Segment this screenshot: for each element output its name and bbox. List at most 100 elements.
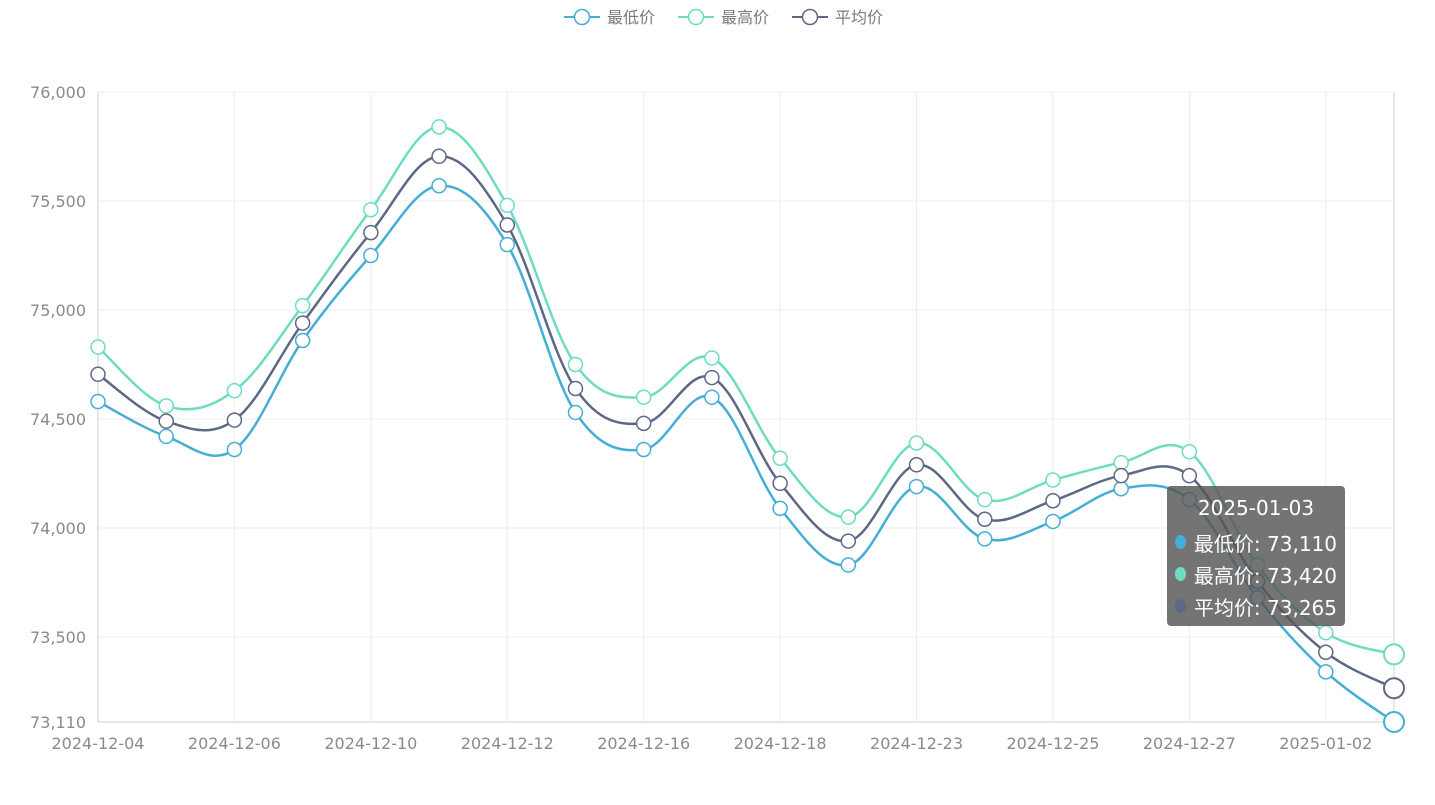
data-point[interactable]: [294, 332, 311, 349]
data-point[interactable]: [772, 475, 788, 492]
x-tick-label: 2024-12-12: [461, 734, 554, 753]
data-point[interactable]: [226, 441, 243, 458]
data-point[interactable]: [908, 435, 925, 451]
data-point[interactable]: [567, 356, 584, 373]
data-point[interactable]: [704, 350, 720, 366]
tooltip-dot-low: [1175, 535, 1186, 549]
data-point[interactable]: [635, 389, 652, 405]
axes: 76,000 75,500 75,000 74,500 74,000 73,500 73,1…: [30, 83, 1395, 753]
x-tick-label: 2024-12-25: [1006, 734, 1099, 753]
x-tick-label: 2024-12-23: [870, 734, 963, 753]
x-tick-label: 2024-12-18: [734, 734, 827, 753]
tooltip-title: 2025-01-03: [1197, 496, 1315, 520]
data-point[interactable]: [704, 389, 720, 405]
data-point[interactable]: [1181, 467, 1198, 484]
data-point[interactable]: [1113, 480, 1129, 497]
data-point[interactable]: [1181, 443, 1198, 460]
data-point[interactable]: [567, 404, 584, 421]
series-line-2: [97, 155, 1395, 690]
series-group: [90, 119, 1405, 733]
legend[interactable]: 最低价 最高价 平均价: [564, 8, 883, 27]
tooltip-row-low: 最低价: 73,110: [1175, 526, 1337, 558]
y-tick-label: 73,110: [30, 713, 86, 732]
data-point[interactable]: [772, 500, 788, 517]
data-point[interactable]: [704, 369, 720, 386]
x-tick-label: 2024-12-04: [52, 734, 145, 753]
data-point[interactable]: [1318, 624, 1334, 641]
data-point[interactable]: [363, 201, 379, 218]
legend-label: 最高价: [721, 8, 769, 27]
y-tick-label: 73,500: [30, 628, 86, 647]
y-tick-label: 74,000: [30, 519, 86, 538]
data-point[interactable]: [1113, 467, 1129, 484]
legend-label: 最低价: [607, 8, 655, 27]
data-point[interactable]: [1045, 492, 1061, 509]
series-line-0: [97, 184, 1395, 724]
data-point[interactable]: [90, 393, 106, 410]
tooltip-text-avg: 平均价: 73,265: [1193, 595, 1337, 620]
tooltip: 2025-01-03 最低价: 73,110 最高价: 73,420 平均价: …: [1167, 486, 1345, 626]
data-point[interactable]: [840, 557, 857, 573]
data-point[interactable]: [1045, 472, 1061, 488]
tooltip-text-low: 最低价: 73,110: [1193, 531, 1337, 556]
data-point[interactable]: [431, 177, 447, 194]
series-line-1: [97, 125, 1395, 656]
data-point[interactable]: [908, 478, 925, 495]
data-point[interactable]: [840, 533, 857, 549]
data-point[interactable]: [226, 412, 243, 428]
data-point[interactable]: [158, 428, 174, 445]
data-point[interactable]: [363, 247, 379, 264]
data-point[interactable]: [226, 382, 243, 399]
data-point[interactable]: [158, 398, 174, 414]
data-point[interactable]: [499, 236, 516, 253]
tooltip-row-avg: 平均价: 73,265: [1175, 590, 1337, 622]
data-point[interactable]: [1045, 513, 1061, 530]
data-point[interactable]: [90, 366, 106, 383]
tooltip-dot-high: [1175, 567, 1186, 581]
data-point[interactable]: [158, 413, 174, 429]
tooltip-dot-avg: [1175, 599, 1186, 613]
data-point[interactable]: [772, 450, 788, 466]
legend-item-0[interactable]: 最低价: [564, 8, 655, 27]
data-point[interactable]: [1318, 644, 1334, 660]
data-point[interactable]: [90, 339, 106, 355]
data-point[interactable]: [1383, 711, 1405, 733]
legend-item-2[interactable]: 平均价: [792, 8, 883, 27]
data-point[interactable]: [908, 457, 925, 473]
data-point[interactable]: [499, 217, 516, 233]
data-point[interactable]: [976, 531, 993, 547]
data-point[interactable]: [499, 197, 516, 214]
grid-lines: [98, 91, 1394, 722]
data-point[interactable]: [1318, 664, 1334, 680]
data-point[interactable]: [1383, 677, 1405, 700]
legend-marker: [573, 8, 591, 26]
x-tick-label: 2025-01-02: [1279, 734, 1372, 753]
x-tick-label: 2024-12-06: [188, 734, 281, 753]
data-point[interactable]: [635, 441, 652, 458]
data-point[interactable]: [1383, 643, 1405, 666]
data-point[interactable]: [1113, 454, 1129, 471]
data-point[interactable]: [363, 224, 379, 241]
y-tick-label: 74,500: [30, 410, 86, 429]
data-point[interactable]: [976, 511, 993, 528]
data-point[interactable]: [976, 491, 993, 508]
data-point[interactable]: [567, 380, 584, 397]
legend-marker: [687, 8, 705, 26]
data-point[interactable]: [635, 415, 652, 432]
x-tick-label: 2024-12-27: [1143, 734, 1236, 753]
data-point[interactable]: [294, 297, 311, 314]
legend-item-1[interactable]: 最高价: [678, 8, 769, 27]
x-tick-label: 2024-12-10: [324, 734, 417, 753]
data-point[interactable]: [294, 315, 311, 331]
tooltip-row-high: 最高价: 73,420: [1175, 558, 1337, 590]
legend-marker: [801, 8, 819, 26]
data-point[interactable]: [840, 509, 857, 525]
y-tick-label: 76,000: [30, 83, 86, 102]
tooltip-text-high: 最高价: 73,420: [1193, 563, 1337, 588]
legend-label: 平均价: [835, 8, 883, 27]
data-point[interactable]: [431, 148, 447, 165]
y-tick-label: 75,000: [30, 301, 86, 320]
data-point[interactable]: [431, 119, 447, 135]
x-tick-label: 2024-12-16: [597, 734, 690, 753]
